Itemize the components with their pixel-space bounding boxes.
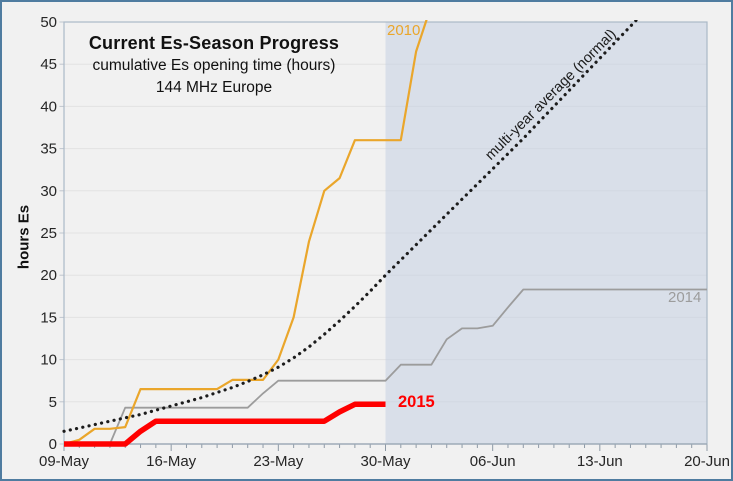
y-tick-label: 50 bbox=[40, 14, 57, 31]
y-tick-label: 15 bbox=[40, 309, 57, 326]
y-tick-label: 25 bbox=[40, 225, 57, 242]
y-tick-label: 45 bbox=[40, 56, 57, 73]
x-tick-label: 06-Jun bbox=[470, 453, 516, 470]
y-tick-label: 5 bbox=[49, 394, 57, 411]
y-tick-label: 35 bbox=[40, 141, 57, 158]
series-line-2014 bbox=[64, 288, 707, 445]
x-tick-label: 23-May bbox=[253, 453, 304, 470]
series-line-2015 bbox=[64, 401, 386, 447]
shaded-forecast-region bbox=[385, 22, 707, 444]
x-tick-label: 09-May bbox=[39, 453, 90, 470]
series-line-2010 bbox=[63, 20, 428, 446]
y-tick-label: 20 bbox=[40, 267, 57, 284]
x-tick-label: 20-Jun bbox=[684, 453, 730, 470]
x-tick-label: 30-May bbox=[360, 453, 411, 470]
y-tick-label: 30 bbox=[40, 183, 57, 200]
y-tick-label: 0 bbox=[49, 436, 57, 453]
y-tick-label: 40 bbox=[40, 98, 57, 115]
x-tick-label: 16-May bbox=[146, 453, 197, 470]
y-tick-label: 10 bbox=[40, 352, 57, 369]
x-tick-label: 13-Jun bbox=[577, 453, 623, 470]
